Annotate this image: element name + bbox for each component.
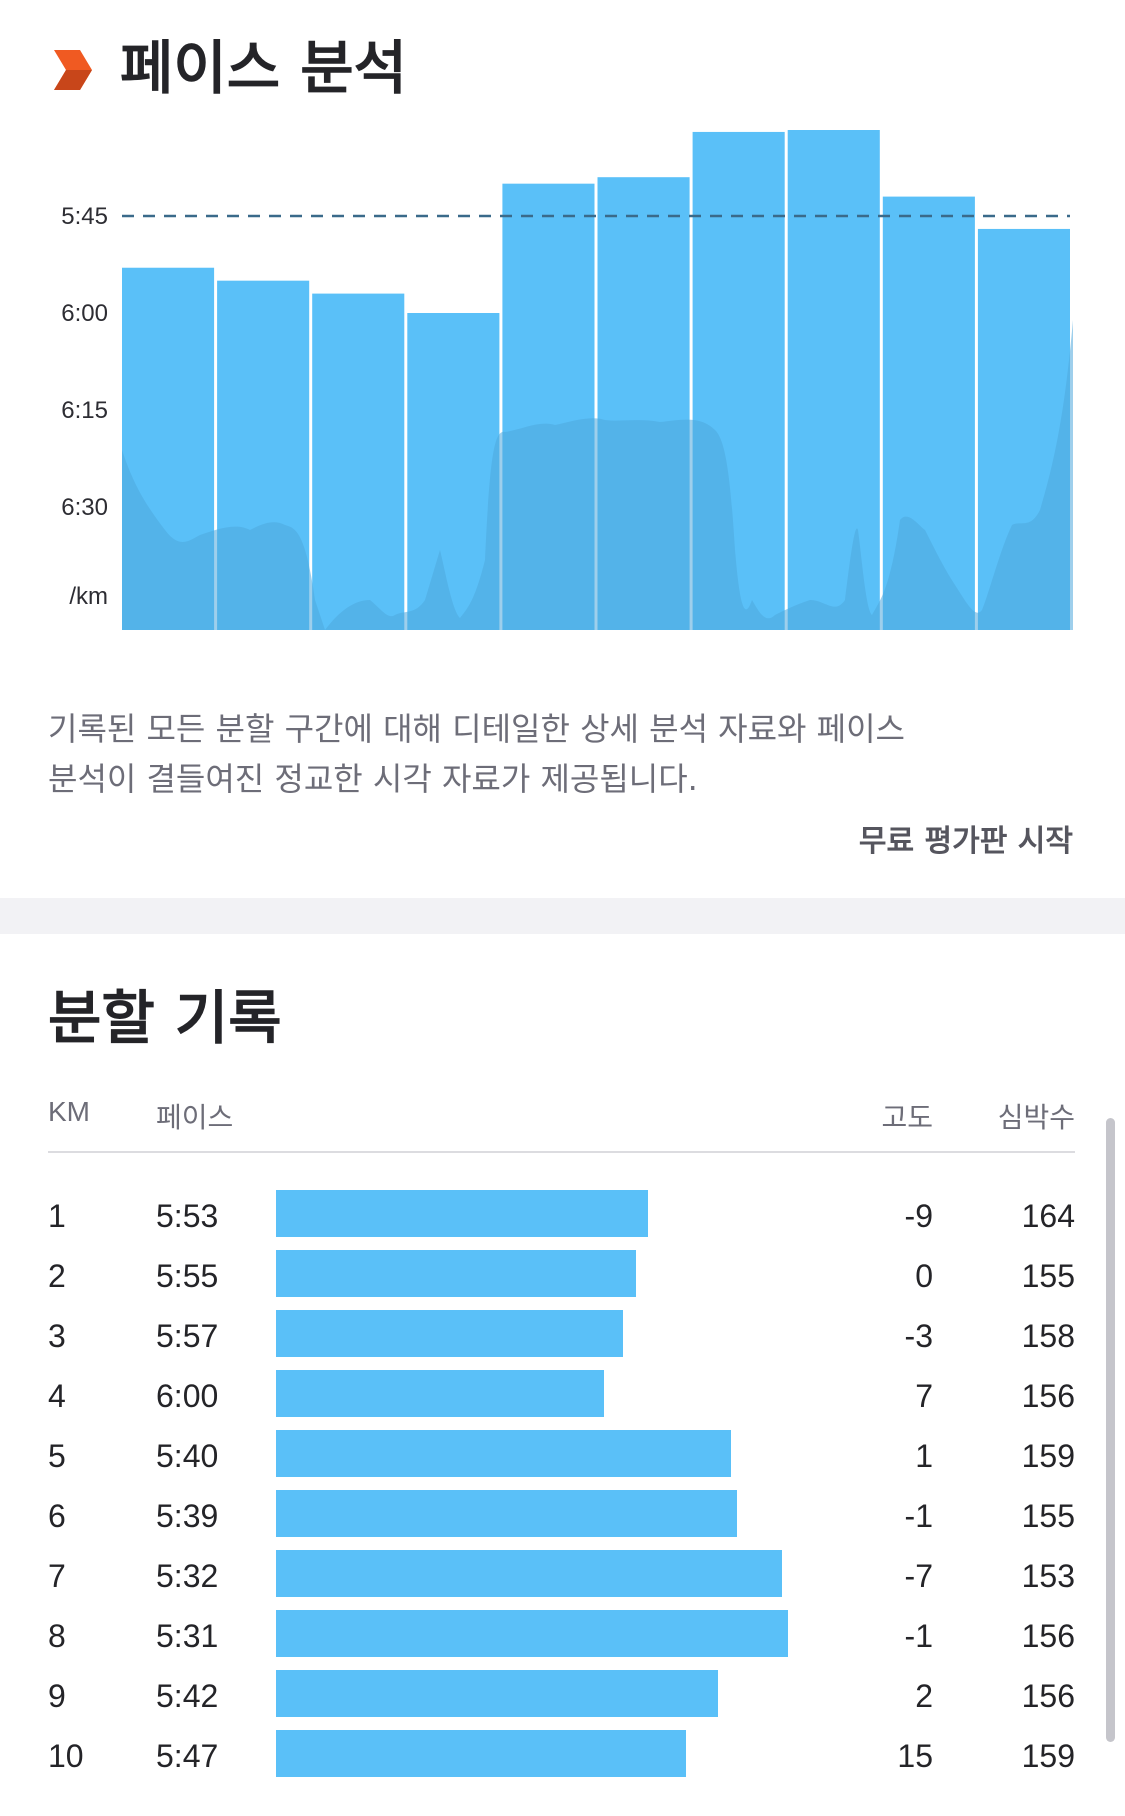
column-header-pace: 페이스 [156, 1101, 234, 1134]
splits-title: 분할 기록 [48, 984, 282, 1052]
split-pace-bar [276, 1250, 636, 1297]
splits-list: 1 5:53 -9 164 2 5:55 0 155 3 5:57 -3 158 4 6:00 7 156 5 5… [0, 1185, 1125, 1785]
pace-analysis-title: 페이스 분석 [120, 34, 407, 102]
split-pace: 5:55 [156, 1258, 219, 1294]
elevation-profile [122, 320, 1073, 630]
split-pace: 5:31 [156, 1618, 219, 1654]
y-tick-label: 6:15 [61, 397, 108, 424]
split-row: 6 5:39 -1 155 [0, 1485, 1125, 1545]
split-pace-bar [276, 1550, 782, 1597]
split-elevation: 0 [915, 1258, 933, 1294]
split-pace: 5:39 [156, 1498, 219, 1534]
pace-chart: 5:45 6:00 6:15 6:30/km [61, 130, 1073, 630]
section-divider [0, 898, 1125, 934]
split-row: 9 5:42 2 156 [0, 1665, 1125, 1725]
split-km: 3 [48, 1318, 66, 1354]
split-elevation: 1 [915, 1438, 933, 1474]
split-elevation: -9 [904, 1198, 933, 1234]
split-pace: 5:53 [156, 1198, 219, 1234]
split-elevation: 7 [915, 1378, 933, 1414]
split-pace-bar [276, 1430, 731, 1477]
split-row: 3 5:57 -3 158 [0, 1305, 1125, 1365]
split-pace: 5:47 [156, 1738, 219, 1774]
split-pace-bar [276, 1490, 738, 1537]
split-elevation: -3 [904, 1318, 933, 1354]
scrollbar[interactable] [1106, 1118, 1115, 1742]
split-heart-rate: 153 [1021, 1558, 1075, 1594]
split-heart-rate: 155 [1021, 1258, 1075, 1294]
y-tick-label: 6:30 [61, 494, 108, 521]
split-km: 9 [48, 1678, 66, 1714]
pace-bar-km-8 [787, 130, 880, 630]
description-line-2: 분석이 결들여진 정교한 시각 자료가 제공됩니다. [48, 760, 698, 798]
y-tick-label: 6:00 [61, 300, 108, 327]
column-header-heart-rate: 심박수 [997, 1101, 1075, 1134]
header-divider [48, 1151, 1075, 1153]
split-heart-rate: 159 [1021, 1438, 1075, 1474]
start-free-trial-button[interactable]: 무료 평가판 시작 [859, 816, 1073, 860]
split-elevation: -1 [904, 1618, 933, 1654]
split-pace: 5:32 [156, 1558, 219, 1594]
split-elevation: 15 [897, 1738, 933, 1774]
description-line-1: 기록된 모든 분할 구간에 대해 디테일한 상세 분석 자료와 페이스 [48, 710, 905, 748]
split-row: 10 5:47 15 159 [0, 1725, 1125, 1785]
split-km: 2 [48, 1258, 66, 1294]
split-pace: 5:40 [156, 1438, 219, 1474]
pace-analysis-description: 기록된 모든 분할 구간에 대해 디테일한 상세 분석 자료와 페이스 분석이 … [48, 704, 1048, 804]
split-km: 5 [48, 1438, 66, 1474]
split-km: 10 [48, 1738, 84, 1774]
split-km: 7 [48, 1558, 66, 1594]
split-km: 6 [48, 1498, 66, 1534]
split-pace-bar [276, 1370, 604, 1417]
split-row: 1 5:53 -9 164 [0, 1185, 1125, 1245]
split-heart-rate: 155 [1021, 1498, 1075, 1534]
split-row: 5 5:40 1 159 [0, 1425, 1125, 1485]
column-header-elevation: 고도 [881, 1101, 933, 1134]
split-km: 4 [48, 1378, 66, 1414]
split-pace-bar [276, 1190, 649, 1237]
split-heart-rate: 158 [1021, 1318, 1075, 1354]
split-elevation: -1 [904, 1498, 933, 1534]
split-heart-rate: 159 [1021, 1738, 1075, 1774]
split-pace-bar [276, 1730, 687, 1777]
strava-chevron-icon [54, 50, 92, 90]
split-pace: 6:00 [156, 1378, 219, 1414]
split-pace-bar [276, 1670, 719, 1717]
split-heart-rate: 156 [1021, 1678, 1075, 1714]
split-pace: 5:57 [156, 1318, 219, 1354]
split-heart-rate: 156 [1021, 1378, 1075, 1414]
y-tick-label: 5:45 [61, 203, 108, 230]
column-header-km: KM [48, 1096, 90, 1127]
split-heart-rate: 156 [1021, 1618, 1075, 1654]
split-km: 1 [48, 1198, 66, 1234]
split-km: 8 [48, 1618, 66, 1654]
split-row: 2 5:55 0 155 [0, 1245, 1125, 1305]
split-row: 4 6:00 7 156 [0, 1365, 1125, 1425]
split-pace: 5:42 [156, 1678, 219, 1714]
split-row: 7 5:32 -7 153 [0, 1545, 1125, 1605]
split-elevation: 2 [915, 1678, 933, 1714]
split-pace-bar [276, 1310, 624, 1357]
y-axis-unit-label: /km [69, 583, 108, 610]
split-heart-rate: 164 [1021, 1198, 1075, 1234]
pace-bar-km-3 [312, 293, 405, 630]
split-row: 8 5:31 -1 156 [0, 1605, 1125, 1665]
split-pace-bar [276, 1610, 788, 1657]
split-elevation: -7 [904, 1558, 933, 1594]
